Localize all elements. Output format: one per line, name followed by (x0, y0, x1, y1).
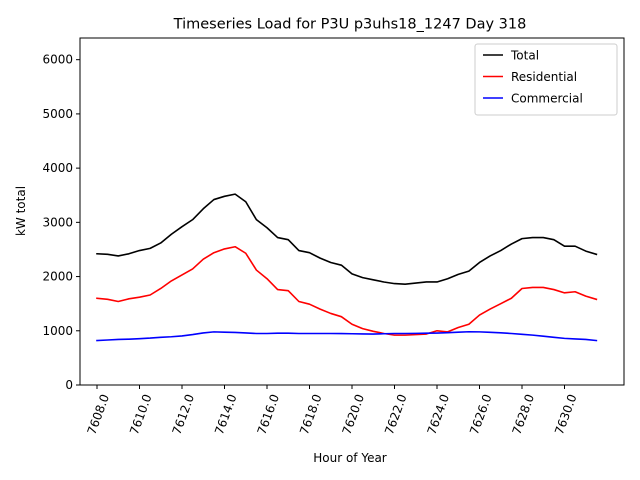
chart-title: Timeseries Load for P3U p3uhs18_1247 Day… (173, 17, 527, 33)
legend-label-total: Total (510, 49, 539, 63)
x-tick-label: 7624.0 (425, 392, 453, 436)
y-tick-label: 1000 (42, 324, 73, 338)
y-axis-label: kW total (14, 186, 28, 236)
x-tick-label: 7630.0 (552, 392, 580, 436)
y-tick-label: 6000 (42, 53, 73, 67)
y-tick-label: 3000 (42, 215, 73, 229)
plot-lines (96, 193, 598, 342)
x-tick-label: 7620.0 (340, 392, 368, 436)
legend-box (474, 43, 618, 116)
y-tick-label: 0 (65, 378, 73, 392)
legend-label-residential: Residential (511, 70, 577, 84)
x-axis: 7608.0 7610.0 7612.0 7614.0 7616.0 7618.0 7620… (85, 385, 580, 437)
legend-label-commercial: Commercial (511, 92, 583, 106)
y-tick-label: 5000 (42, 107, 73, 121)
series-line-commercial (96, 330, 598, 342)
x-tick-label: 7622.0 (382, 392, 410, 436)
x-tick-label: 7610.0 (127, 392, 155, 436)
x-tick-label: 7608.0 (85, 392, 113, 436)
y-tick-label: 2000 (42, 270, 73, 284)
series-line-total (96, 193, 598, 285)
x-tick-label: 7618.0 (297, 392, 325, 436)
x-tick-label: 7614.0 (212, 392, 240, 436)
y-tick-label: 4000 (42, 161, 73, 175)
x-axis-label: Hour of Year (313, 451, 387, 465)
x-tick-label: 7612.0 (170, 392, 198, 436)
series-line-residential (96, 245, 598, 336)
legend: Total Residential Commercial (474, 43, 618, 116)
x-tick-label: 7628.0 (510, 392, 538, 436)
y-axis: 0 1000 2000 3000 4000 5000 6000 (42, 53, 80, 392)
x-tick-label: 7626.0 (467, 392, 495, 436)
x-tick-label: 7616.0 (255, 392, 283, 436)
